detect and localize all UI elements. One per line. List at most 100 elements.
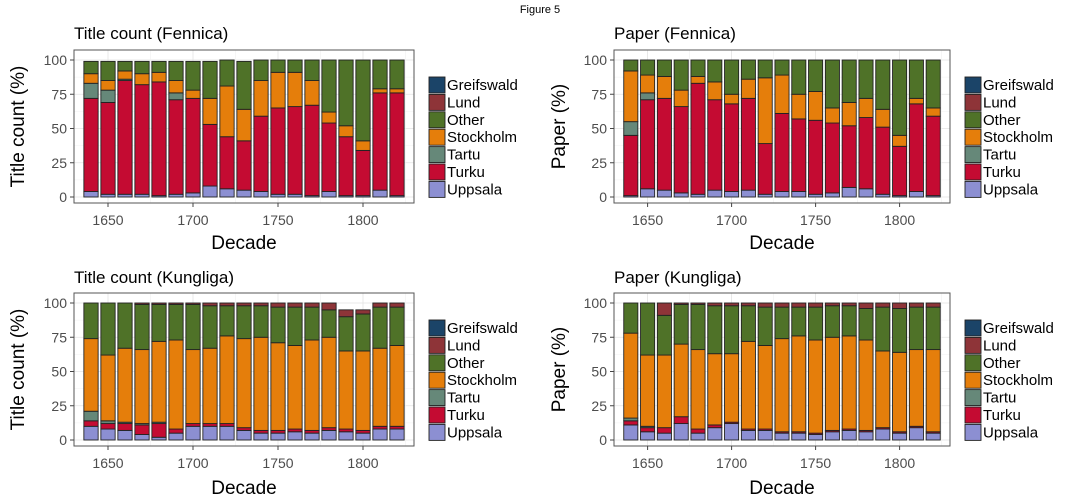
bar-segment-stockholm-1780 bbox=[321, 336, 337, 429]
bar-segment-turku-1690 bbox=[168, 99, 184, 195]
bar-segment-other-1640 bbox=[623, 302, 639, 334]
bar-segment-other-1770 bbox=[304, 306, 320, 341]
x-tick-label: 1800 bbox=[347, 455, 378, 471]
bar-segment-uppsala-1810 bbox=[908, 191, 924, 198]
bar-segment-stockholm-1720 bbox=[757, 345, 773, 430]
chart-panel-3: 0 25 50 75 100 1650 1700 1750 1800 Paper (Kunglig… bbox=[549, 268, 1054, 499]
x-tick-label: 1750 bbox=[262, 455, 293, 471]
bar-segment-other-1760 bbox=[824, 59, 840, 109]
y-tick-label: 0 bbox=[59, 189, 67, 205]
bar-segment-other-1770 bbox=[304, 59, 320, 81]
bar-segment-lund-1700 bbox=[724, 302, 740, 307]
y-tick-label: 0 bbox=[599, 432, 607, 448]
bar-segment-stockholm-1820 bbox=[389, 88, 405, 94]
bar-segment-other-1710 bbox=[740, 305, 756, 342]
bar-segment-other-1780 bbox=[858, 59, 874, 99]
bar-segment-other-1730 bbox=[236, 60, 252, 110]
legend-swatch-greifswald bbox=[964, 76, 982, 94]
bar-segment-other-1790 bbox=[875, 306, 891, 352]
legend-label-other: Other bbox=[447, 355, 485, 372]
legend-label-tartu: Tartu bbox=[447, 147, 480, 164]
bar-segment-other-1710 bbox=[740, 59, 756, 80]
bar-segment-stockholm-1790 bbox=[338, 350, 354, 430]
bar-segment-uppsala-1810 bbox=[372, 428, 388, 441]
bar-segment-lund-1670 bbox=[134, 302, 150, 305]
bar-segment-turku-1670 bbox=[673, 106, 689, 194]
bar-segment-turku-1820 bbox=[925, 115, 941, 197]
bar-segment-stockholm-1680 bbox=[690, 75, 706, 84]
bar-segment-stockholm-1740 bbox=[791, 335, 807, 433]
y-axis-title: Title count (%) bbox=[8, 66, 29, 188]
bar-segment-tartu-1650 bbox=[640, 92, 656, 101]
bar-segment-other-1810 bbox=[908, 306, 924, 351]
bar-segment-stockholm-1770 bbox=[304, 339, 320, 431]
bar-segment-stockholm-1640 bbox=[623, 332, 639, 419]
bar-segment-turku-1780 bbox=[858, 117, 874, 190]
legend-label-tartu: Tartu bbox=[447, 390, 480, 407]
bar-segment-other-1800 bbox=[355, 313, 371, 352]
bar-segment-uppsala-1650 bbox=[640, 188, 656, 198]
legend-label-turku: Turku bbox=[983, 407, 1021, 424]
bar-segment-uppsala-1650 bbox=[100, 428, 116, 441]
bar-segment-lund-1810 bbox=[908, 302, 924, 308]
bar-segment-tartu-1690 bbox=[168, 92, 184, 101]
chart-panel-1: 0 25 50 75 100 1650 1700 1750 1800 Paper (Fennica… bbox=[549, 24, 1054, 254]
bar-segment-lund-1800 bbox=[892, 302, 908, 309]
panel-title: Title count (Kungliga) bbox=[74, 268, 234, 287]
chart-panel-2: 0 25 50 75 100 1650 1700 1750 1800 Title count (K… bbox=[8, 268, 518, 499]
bar-segment-other-1700 bbox=[185, 303, 201, 351]
panel-title: Title count (Fennica) bbox=[74, 24, 228, 43]
bar-segment-other-1660 bbox=[656, 314, 672, 356]
x-tick-label: 1650 bbox=[92, 212, 123, 228]
x-tick-label: 1650 bbox=[92, 455, 123, 471]
panel-title: Paper (Kungliga) bbox=[614, 268, 742, 287]
legend-swatch-lund bbox=[428, 93, 446, 111]
legend-swatch-stockholm bbox=[428, 371, 446, 389]
bar-segment-turku-1740 bbox=[253, 115, 269, 192]
bar-segment-turku-1650 bbox=[640, 99, 656, 190]
bar-segment-lund-1750 bbox=[270, 302, 286, 308]
bar-segment-other-1820 bbox=[389, 59, 405, 90]
bar-segment-other-1770 bbox=[841, 59, 857, 103]
bar-segment-turku-1650 bbox=[100, 102, 116, 195]
bar-segment-lund-1780 bbox=[321, 302, 337, 311]
x-tick-label: 1700 bbox=[716, 455, 747, 471]
legend-label-turku: Turku bbox=[447, 164, 485, 181]
x-tick-label: 1700 bbox=[716, 212, 747, 228]
bar-segment-uppsala-1710 bbox=[202, 425, 218, 441]
bar-segment-turku-1780 bbox=[321, 122, 337, 192]
bar-segment-other-1810 bbox=[372, 306, 388, 349]
bar-segment-uppsala-1700 bbox=[724, 423, 740, 441]
bar-segment-stockholm-1660 bbox=[656, 354, 672, 429]
bar-segment-other-1700 bbox=[724, 59, 740, 95]
bar-segment-turku-1740 bbox=[791, 118, 807, 192]
bar-segment-other-1820 bbox=[389, 306, 405, 346]
bar-segment-lund-1680 bbox=[151, 302, 167, 305]
bar-segment-other-1720 bbox=[757, 59, 773, 79]
bar-segment-uppsala-1780 bbox=[321, 429, 337, 441]
bar-segment-uppsala-1760 bbox=[287, 431, 303, 441]
legend-label-uppsala: Uppsala bbox=[447, 181, 503, 198]
bar-segment-stockholm-1800 bbox=[355, 140, 371, 151]
bar-segment-lund-1760 bbox=[287, 302, 303, 308]
bar-segment-other-1780 bbox=[858, 308, 874, 341]
bar-segment-uppsala-1720 bbox=[757, 429, 773, 441]
bar-segment-other-1740 bbox=[253, 59, 269, 81]
bar-segment-stockholm-1730 bbox=[774, 338, 790, 433]
y-tick-label: 100 bbox=[584, 295, 608, 311]
bar-segment-uppsala-1750 bbox=[808, 434, 824, 441]
y-axis-title: Paper (%) bbox=[549, 327, 570, 413]
y-tick-label: 75 bbox=[591, 86, 607, 102]
bar-segment-stockholm-1690 bbox=[707, 353, 723, 426]
bar-segment-stockholm-1750 bbox=[270, 71, 286, 109]
bar-segment-uppsala-1720 bbox=[219, 188, 235, 198]
bar-segment-turku-1660 bbox=[117, 80, 133, 195]
bar-segment-other-1730 bbox=[774, 59, 790, 76]
bar-segment-turku-1730 bbox=[774, 112, 790, 192]
bar-segment-stockholm-1690 bbox=[707, 81, 723, 101]
bar-segment-other-1760 bbox=[824, 305, 840, 338]
y-tick-label: 50 bbox=[591, 121, 607, 137]
bar-segment-stockholm-1710 bbox=[202, 347, 218, 425]
bar-segment-other-1760 bbox=[287, 59, 303, 73]
y-tick-label: 25 bbox=[591, 155, 607, 171]
